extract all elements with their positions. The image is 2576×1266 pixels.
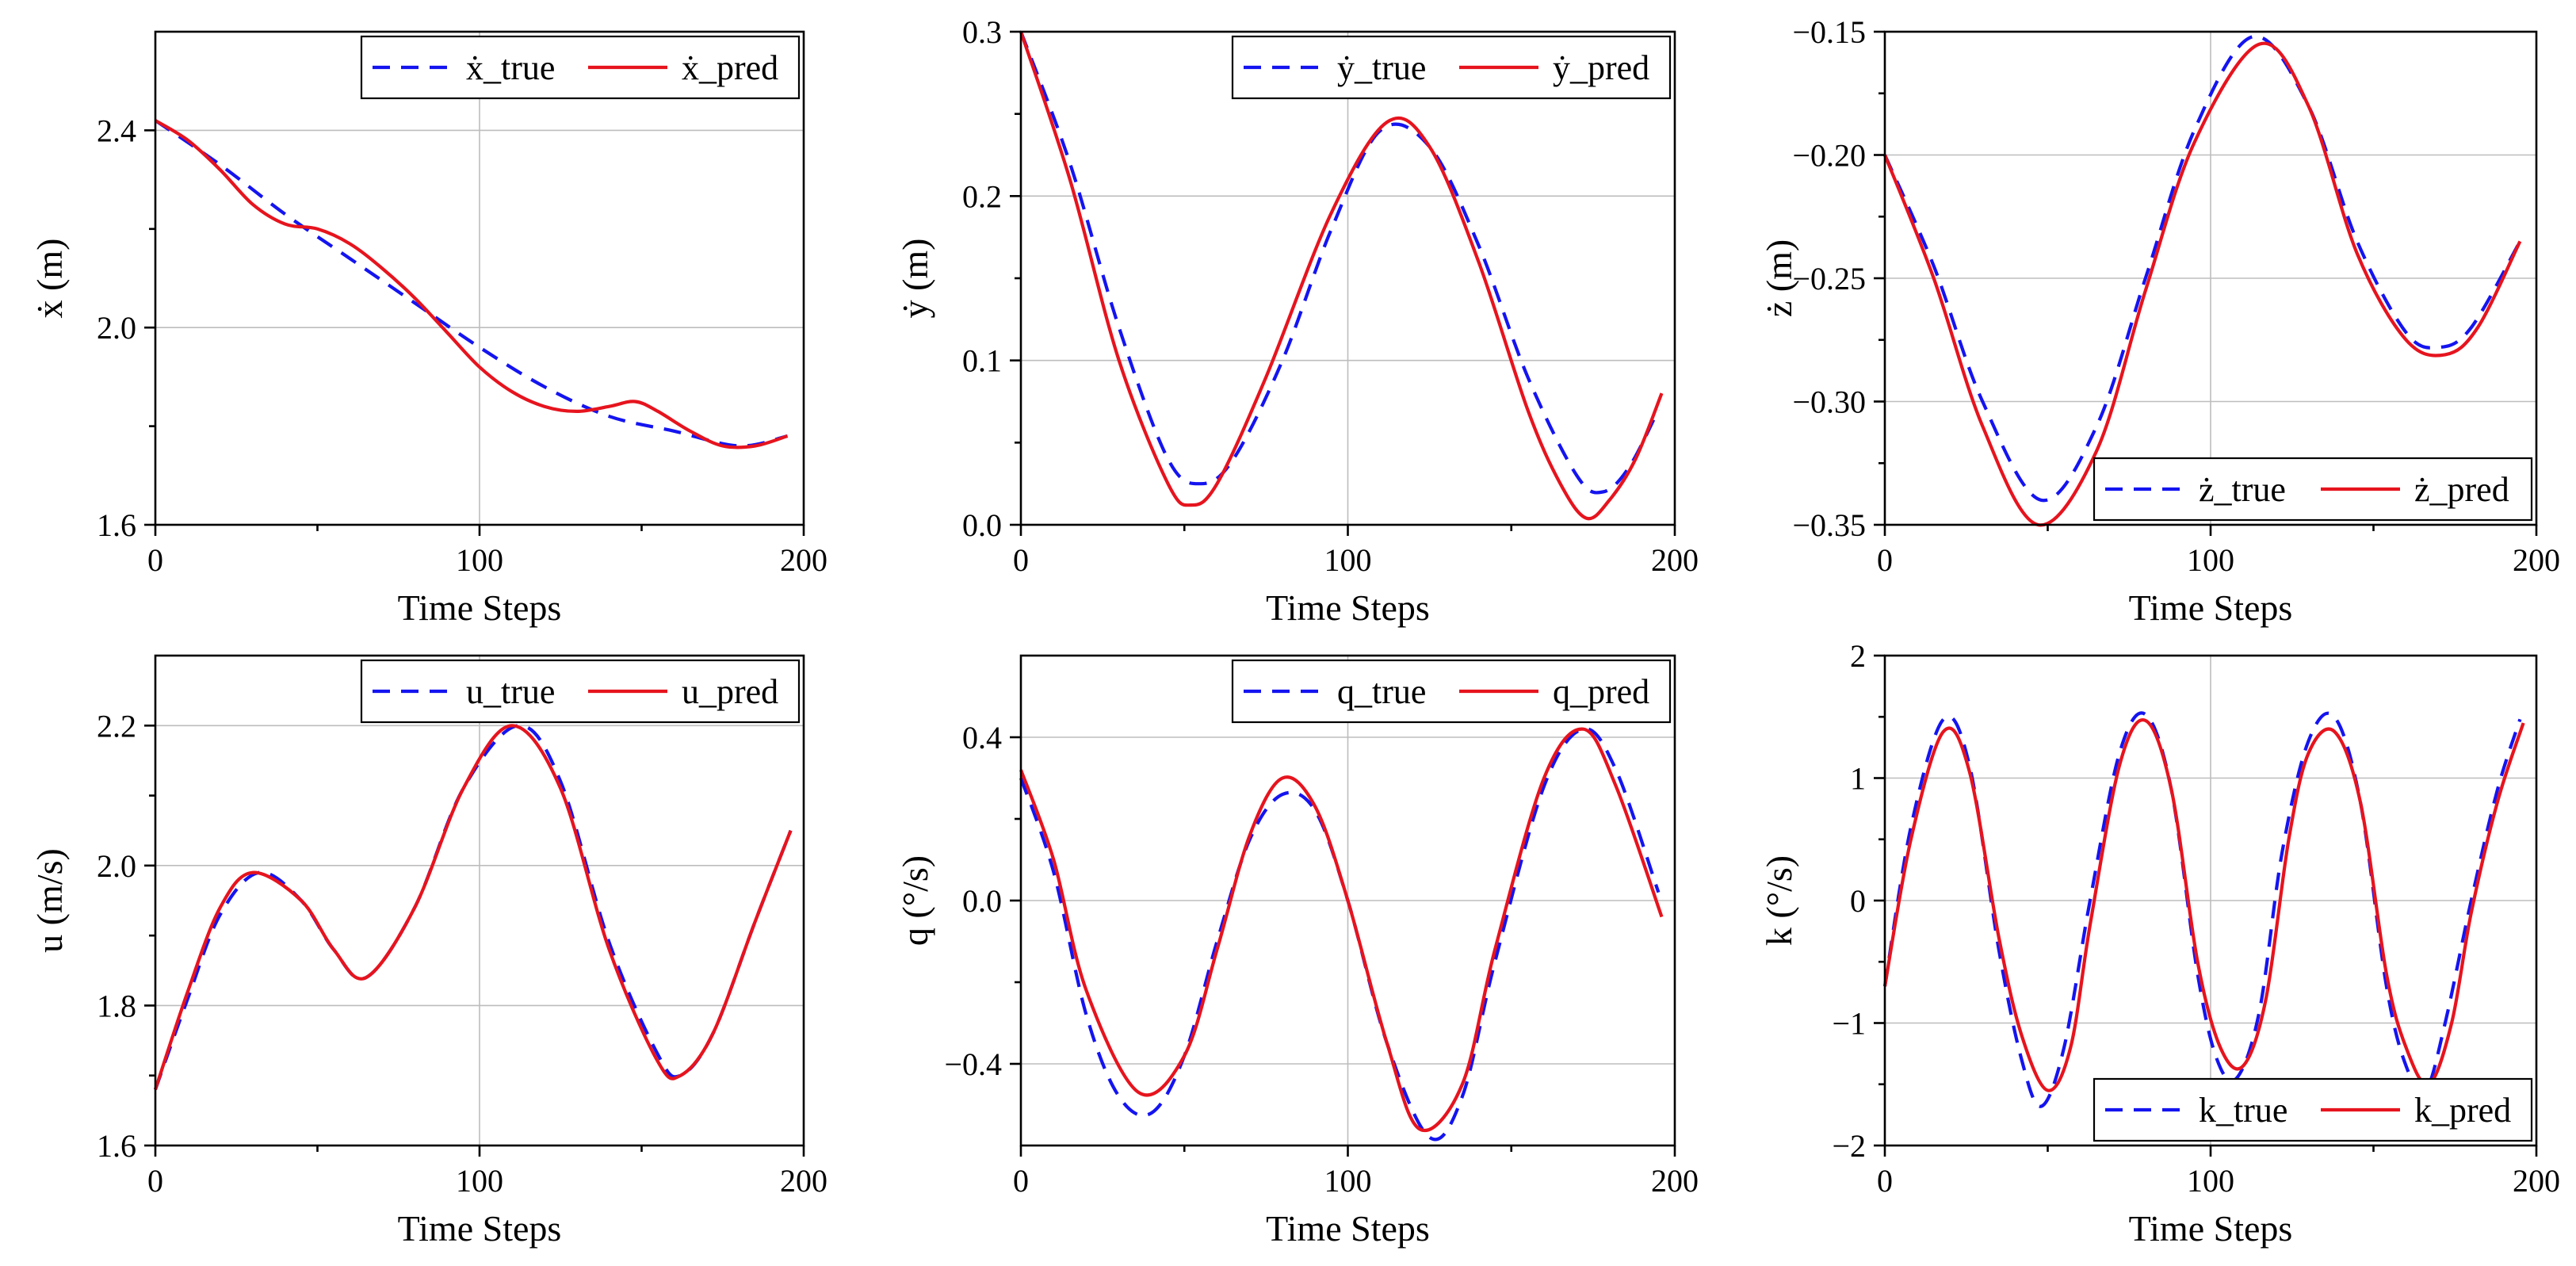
y-tick-label: −0.30 — [1792, 384, 1866, 420]
series-line-ż_pred — [1883, 41, 2522, 527]
legend: q_true q_pred — [1231, 659, 1672, 724]
y-axis-title: u (m/s) — [29, 848, 70, 953]
x-axis-title: Time Steps — [398, 1208, 562, 1249]
y-tick-label: 1 — [1850, 761, 1866, 797]
x-tick-label: 100 — [2187, 542, 2234, 578]
x-tick-label: 100 — [456, 542, 503, 578]
y-tick-label: 2 — [1850, 638, 1866, 674]
y-tick-label: 0.4 — [962, 720, 1002, 755]
y-tick-label: 0.0 — [962, 883, 1002, 919]
series-line-ẏ_true — [1019, 31, 1661, 495]
legend: ẋ_true ẋ_pred — [360, 35, 801, 100]
legend-label: ẋ_true — [466, 48, 555, 87]
y-tick-label: −0.15 — [1792, 14, 1866, 50]
y-tick-label: 0.3 — [962, 14, 1002, 50]
x-tick-label: 100 — [1324, 1163, 1372, 1199]
legend-box — [2093, 1077, 2533, 1142]
chart-ydot: 0 100 200 0.0 0.1 0.2 0.3 Time Steps ẏ (m) ẏ_true… — [895, 14, 1699, 628]
y-tick-label: −2 — [1832, 1128, 1866, 1164]
legend-label: ż_pred — [2414, 470, 2509, 509]
x-tick-label: 200 — [1651, 1163, 1699, 1199]
y-axis-title: q (°/s) — [895, 855, 935, 946]
y-tick-label: 2.2 — [97, 708, 136, 744]
x-tick-label: 0 — [147, 542, 163, 578]
x-axis-title: Time Steps — [2129, 1208, 2293, 1249]
chart-u: 0 100 200 1.6 1.8 2.0 2.2 Time Steps u (m/s) u_tr… — [29, 654, 827, 1249]
x-tick-label: 0 — [147, 1163, 163, 1199]
y-tick-label: −0.35 — [1792, 507, 1866, 543]
y-tick-label: 1.6 — [97, 1128, 136, 1164]
legend-label: q_true — [1337, 672, 1426, 711]
y-tick-label: −0.20 — [1792, 138, 1866, 174]
x-tick-label: 0 — [1013, 542, 1029, 578]
y-tick-label: 2.4 — [97, 113, 136, 148]
series-line-ẋ_pred — [154, 119, 789, 449]
y-axis-title: ż (m) — [1759, 239, 1799, 317]
chart-xdot: 0 100 200 1.6 2.0 2.4 Time Steps ẋ (m) ẋ_true ẋ_p… — [29, 30, 827, 628]
chart-k: 0 100 200 −2 −1 0 1 2 Time Steps k (°/s) k_true k_p… — [1759, 638, 2560, 1249]
x-tick-label: 0 — [1013, 1163, 1029, 1199]
x-axis-title: Time Steps — [398, 587, 562, 628]
legend: ż_true ż_pred — [2093, 457, 2533, 522]
series-line-k_true — [1882, 711, 2522, 1108]
series-line-ż_true — [1883, 34, 2522, 503]
x-axis-title: Time Steps — [1266, 1208, 1430, 1249]
legend-label: k_pred — [2414, 1091, 2511, 1130]
legend-label: ż_true — [2199, 470, 2286, 509]
y-tick-label: 0.0 — [962, 507, 1002, 543]
y-tick-label: −0.25 — [1792, 261, 1866, 296]
y-tick-label: 2.0 — [97, 310, 136, 346]
series-line-u_pred — [154, 724, 793, 1091]
x-tick-label: 100 — [456, 1163, 503, 1199]
chart-zdot: 0 100 200 −0.35 −0.30 −0.25 −0.20 −0.15 Time Ste… — [1759, 14, 2560, 628]
legend: ẏ_true ẏ_pred — [1231, 35, 1672, 100]
series-line-ẏ_pred — [1019, 31, 1664, 521]
x-axis-title: Time Steps — [1266, 587, 1430, 628]
x-tick-label: 200 — [780, 1163, 827, 1199]
y-tick-label: −0.4 — [944, 1046, 1002, 1082]
x-tick-label: 200 — [2513, 1163, 2560, 1199]
chart-q: 0 100 200 −0.4 0.0 0.4 Time Steps q (°/s) q_true… — [895, 654, 1699, 1249]
legend-label: u_pred — [682, 672, 778, 711]
x-tick-label: 100 — [1324, 542, 1372, 578]
x-tick-label: 100 — [2187, 1163, 2234, 1199]
series-line-q_pred — [1019, 727, 1664, 1133]
x-axis-title: Time Steps — [2129, 587, 2293, 628]
legend-label: u_true — [466, 672, 555, 711]
legend-label: ẏ_true — [1337, 48, 1426, 87]
y-tick-label: 0.1 — [962, 343, 1002, 379]
series-line-u_true — [154, 724, 793, 1091]
y-tick-label: 0.2 — [962, 178, 1002, 214]
x-tick-label: 0 — [1877, 1163, 1893, 1199]
y-tick-label: 0 — [1850, 883, 1866, 919]
series-line-q_true — [1019, 727, 1661, 1142]
series-line-ẋ_true — [154, 119, 788, 448]
x-tick-label: 200 — [780, 542, 827, 578]
legend: u_true u_pred — [360, 659, 801, 724]
y-tick-label: 2.0 — [97, 848, 136, 884]
x-tick-label: 0 — [1877, 542, 1893, 578]
legend-label: ẏ_pred — [1553, 48, 1649, 87]
y-axis-title: ẏ (m) — [895, 239, 935, 319]
legend-label: q_pred — [1553, 672, 1649, 711]
legend-label: ẋ_pred — [682, 48, 778, 87]
y-tick-label: 1.6 — [97, 507, 136, 543]
y-axis-title: k (°/s) — [1759, 855, 1799, 946]
y-tick-label: 1.8 — [97, 988, 136, 1023]
x-tick-label: 200 — [2513, 542, 2560, 578]
legend-label: k_true — [2199, 1091, 2287, 1130]
series-line-k_pred — [1882, 718, 2525, 1092]
legend: k_true k_pred — [2093, 1077, 2533, 1142]
x-tick-label: 200 — [1651, 542, 1699, 578]
y-tick-label: −1 — [1832, 1006, 1866, 1042]
y-axis-title: ẋ (m) — [29, 239, 70, 319]
